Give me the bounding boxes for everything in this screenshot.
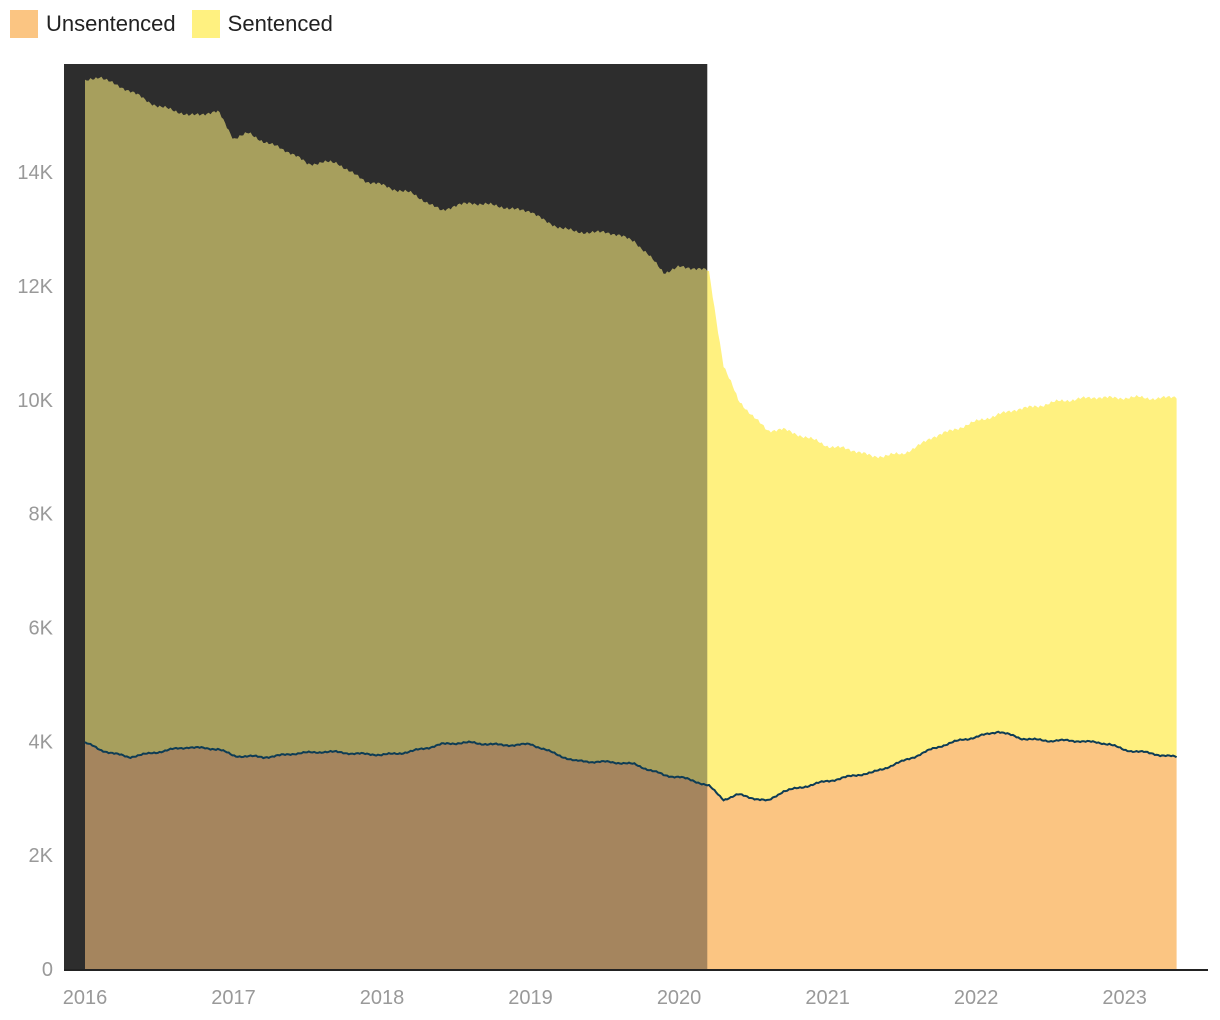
x-tick-label: 2021 — [805, 987, 850, 1009]
y-tick-label: 4K — [29, 731, 54, 753]
legend-item-unsentenced[interactable]: Unsentenced — [10, 10, 176, 38]
x-tick-label: 2018 — [360, 987, 405, 1009]
area-sentenced — [85, 76, 1177, 801]
x-tick-label: 2020 — [657, 987, 702, 1009]
x-tick-label: 2023 — [1102, 987, 1147, 1009]
chart-legend: Unsentenced Sentenced — [10, 10, 349, 38]
x-tick-label: 2016 — [63, 987, 108, 1009]
y-tick-label: 0 — [42, 959, 53, 981]
y-tick-label: 6K — [29, 617, 54, 639]
legend-item-sentenced[interactable]: Sentenced — [191, 10, 333, 38]
legend-swatch-unsentenced — [10, 10, 38, 38]
y-tick-label: 10K — [17, 390, 53, 412]
y-tick-label: 8K — [29, 504, 54, 526]
shaded-overlay-unsentenced — [85, 741, 708, 969]
x-tick-label: 2017 — [211, 987, 256, 1009]
legend-label-unsentenced: Unsentenced — [46, 11, 176, 36]
legend-swatch-sentenced — [191, 10, 220, 38]
y-tick-label: 14K — [17, 162, 53, 184]
series-boundary-line — [84, 730, 1178, 802]
y-tick-label: 12K — [17, 276, 53, 298]
x-tick-label: 2022 — [954, 987, 999, 1009]
area-unsentenced — [85, 731, 1177, 969]
y-tick-label: 2K — [29, 845, 54, 867]
x-tick-label: 2019 — [508, 987, 553, 1009]
shaded-overlay-sentenced — [85, 76, 708, 786]
legend-label-sentenced: Sentenced — [227, 11, 333, 36]
